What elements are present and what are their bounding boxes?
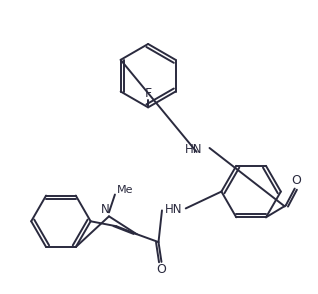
Text: F: F xyxy=(145,87,152,100)
Text: O: O xyxy=(291,174,301,187)
Text: N: N xyxy=(100,203,109,216)
Text: HN: HN xyxy=(165,203,183,216)
Text: HN: HN xyxy=(185,143,203,156)
Text: O: O xyxy=(156,263,166,276)
Text: Me: Me xyxy=(117,185,133,195)
